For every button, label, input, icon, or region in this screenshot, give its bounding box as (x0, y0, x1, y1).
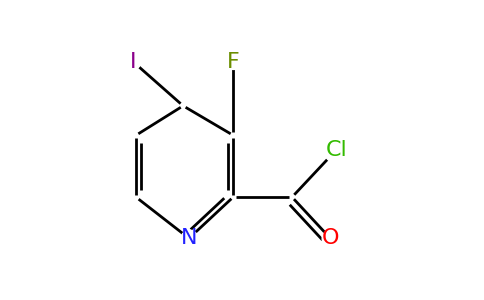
Text: I: I (130, 52, 136, 72)
Text: O: O (321, 228, 339, 248)
Text: F: F (227, 52, 240, 72)
Text: Cl: Cl (325, 140, 347, 160)
Text: N: N (181, 228, 197, 248)
